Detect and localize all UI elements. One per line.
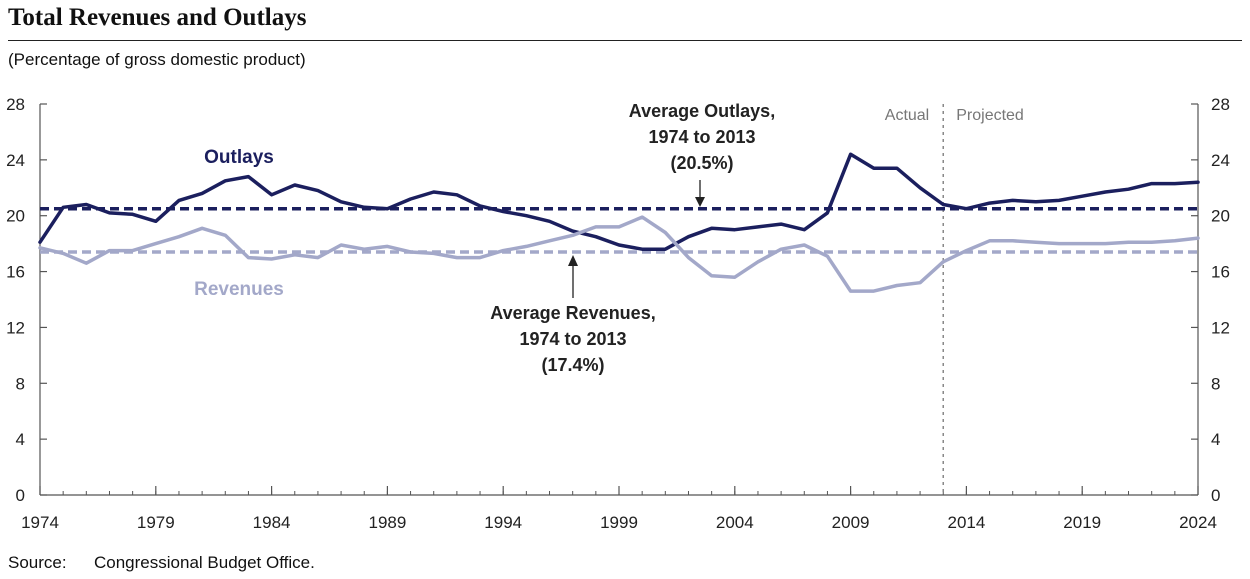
y-tick-label-right: 12: [1211, 318, 1230, 337]
x-tick-label: 2004: [716, 513, 754, 532]
y-tick-label-right: 24: [1211, 151, 1230, 170]
x-tick-label: 1994: [484, 513, 522, 532]
y-tick-label-right: 0: [1211, 486, 1220, 505]
source-label: Source:: [8, 553, 67, 572]
x-tick-label: 1974: [21, 513, 59, 532]
y-tick-label-left: 24: [6, 151, 25, 170]
avg-revenues-arrow-head: [568, 255, 578, 266]
y-tick-label-right: 4: [1211, 430, 1220, 449]
x-tick-label: 2014: [947, 513, 985, 532]
chart-subtitle: (Percentage of gross domestic product): [8, 50, 306, 69]
title-rule: [8, 40, 1242, 41]
y-tick-label-left: 8: [16, 374, 25, 393]
avg-revenues-annotation: (17.4%): [541, 355, 604, 375]
y-tick-label-left: 4: [16, 430, 25, 449]
y-tick-label-left: 16: [6, 263, 25, 282]
y-tick-label-right: 28: [1211, 95, 1230, 114]
projected-label: Projected: [956, 107, 1024, 124]
y-tick-label-right: 20: [1211, 207, 1230, 226]
y-tick-label-left: 20: [6, 207, 25, 226]
x-tick-label: 2024: [1179, 513, 1217, 532]
outlays-series-label: Outlays: [204, 147, 274, 168]
x-tick-label: 1984: [253, 513, 291, 532]
chart-title: Total Revenues and Outlays: [8, 4, 307, 31]
x-tick-label: 1989: [368, 513, 406, 532]
avg-outlays-annotation: (20.5%): [670, 153, 733, 173]
source-note: Source: Congressional Budget Office.: [8, 553, 315, 573]
avg-outlays-arrow-head: [695, 197, 705, 207]
x-tick-label: 2019: [1063, 513, 1101, 532]
source-text: Congressional Budget Office.: [94, 553, 315, 572]
avg-outlays-annotation: Average Outlays,: [629, 101, 775, 121]
revenues-series-label: Revenues: [194, 279, 284, 300]
x-tick-label: 1979: [137, 513, 175, 532]
actual-label: Actual: [885, 107, 929, 124]
outlays-series-line: [38, 152, 1200, 251]
avg-outlays-annotation: 1974 to 2013: [648, 127, 755, 147]
avg-revenues-annotation: 1974 to 2013: [519, 329, 626, 349]
y-tick-label-left: 28: [6, 95, 25, 114]
y-tick-label-left: 12: [6, 318, 25, 337]
y-tick-label-right: 16: [1211, 263, 1230, 282]
revenues-series-line: [38, 215, 1200, 293]
y-tick-label-left: 0: [16, 486, 25, 505]
y-tick-label-right: 8: [1211, 374, 1220, 393]
x-tick-label: 1999: [600, 513, 638, 532]
x-tick-label: 2009: [832, 513, 870, 532]
avg-revenues-annotation: Average Revenues,: [490, 303, 655, 323]
